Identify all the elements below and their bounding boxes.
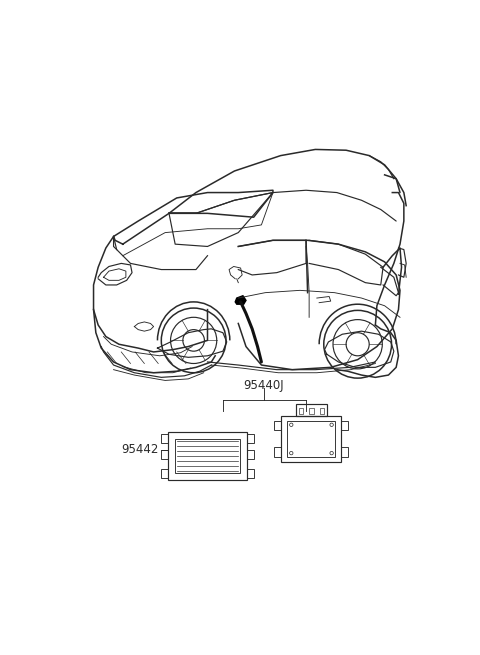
Bar (275, 421, 281, 430)
Bar (247, 450, 254, 459)
Bar (247, 469, 254, 478)
Bar (175, 439, 240, 473)
Bar (247, 434, 254, 443)
Bar (160, 434, 168, 443)
Text: 95440J: 95440J (243, 379, 284, 392)
Bar (275, 447, 281, 457)
Text: 95442: 95442 (121, 443, 159, 457)
Bar (296, 403, 327, 416)
Polygon shape (235, 296, 246, 304)
Bar (168, 432, 247, 479)
Bar (341, 421, 348, 430)
Bar (299, 408, 303, 415)
Bar (288, 421, 336, 457)
Bar (160, 450, 168, 459)
Bar (320, 408, 324, 415)
Bar (160, 469, 168, 478)
Bar (281, 416, 341, 462)
Bar (309, 408, 314, 415)
Bar (341, 447, 348, 457)
